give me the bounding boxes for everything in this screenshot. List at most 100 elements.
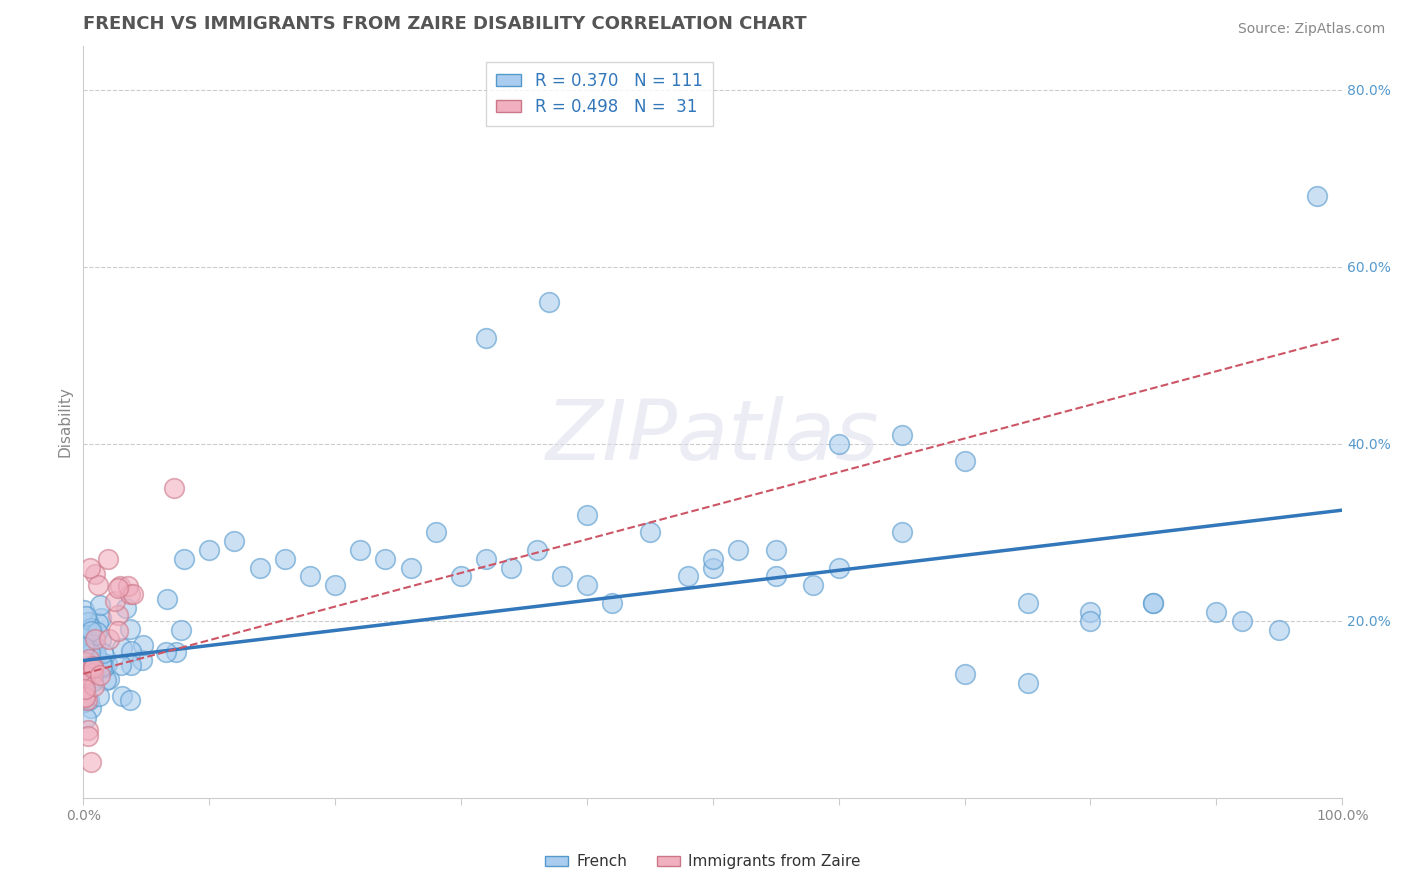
Point (111, 640, 134, 655)
Point (114, 601, 136, 615)
Point (827, 560, 849, 574)
Point (117, 579, 139, 593)
Point (111, 689, 134, 703)
Point (73, 673, 96, 688)
Point (84, 632, 107, 647)
Point (76, 693, 98, 707)
Point (1017, 596, 1039, 610)
Point (163, 481, 186, 495)
Point (86, 624, 108, 639)
Point (84, 566, 107, 581)
Point (72, 678, 94, 692)
Point (75, 669, 97, 683)
Point (676, 569, 699, 583)
Point (475, 331, 498, 345)
Y-axis label: Disability: Disability (58, 386, 72, 457)
Point (73, 668, 96, 682)
Text: Source: ZipAtlas.com: Source: ZipAtlas.com (1237, 22, 1385, 37)
Point (80, 701, 103, 715)
Point (73, 690, 96, 704)
Point (87, 689, 110, 703)
Point (82, 661, 104, 675)
Point (323, 578, 346, 592)
Point (425, 525, 447, 540)
Point (94, 673, 117, 687)
Point (87, 578, 110, 592)
Point (538, 295, 561, 310)
Point (110, 658, 132, 673)
Point (80, 660, 103, 674)
Point (77, 650, 100, 665)
Point (83, 679, 105, 693)
Point (827, 437, 849, 451)
Point (224, 534, 246, 549)
Point (82, 659, 104, 673)
Point (90, 658, 112, 673)
Point (298, 569, 321, 583)
Point (80, 621, 103, 635)
Point (120, 657, 142, 672)
Point (75, 693, 97, 707)
Point (72, 631, 94, 645)
Point (90, 655, 112, 669)
Point (107, 607, 129, 622)
Point (76, 639, 98, 653)
Point (526, 543, 548, 558)
Point (80, 756, 103, 770)
Point (155, 645, 177, 659)
Point (75, 650, 97, 665)
Point (77, 729, 100, 743)
Point (120, 622, 142, 636)
Point (93, 660, 115, 674)
Point (1142, 596, 1164, 610)
Point (73, 690, 96, 704)
Point (75, 609, 97, 624)
Point (156, 591, 179, 606)
Point (77, 723, 100, 738)
Point (76, 669, 98, 683)
Point (73, 636, 96, 650)
Point (98, 673, 121, 687)
Point (450, 569, 472, 583)
Point (165, 645, 187, 659)
Point (890, 428, 912, 442)
Point (953, 454, 976, 468)
Point (803, 578, 825, 592)
Point (89, 599, 111, 613)
Point (107, 624, 129, 638)
Point (75, 711, 97, 725)
Point (1268, 623, 1291, 637)
Point (84, 638, 107, 652)
Point (73, 677, 96, 691)
Point (198, 543, 221, 558)
Point (72, 695, 94, 709)
Point (551, 569, 574, 583)
Point (274, 551, 297, 566)
Point (702, 560, 724, 574)
Point (1142, 596, 1164, 610)
Point (702, 551, 724, 566)
Point (501, 560, 523, 574)
Point (72, 685, 94, 699)
Point (475, 551, 498, 566)
Point (91, 646, 114, 660)
Point (73, 640, 96, 655)
Point (1080, 605, 1102, 619)
Point (575, 578, 598, 592)
Point (118, 693, 141, 707)
Point (77, 652, 100, 666)
Point (107, 581, 129, 595)
Point (765, 543, 787, 558)
Point (84, 648, 107, 663)
Point (77, 692, 100, 706)
Point (96, 657, 118, 672)
Text: ZIPatlas: ZIPatlas (546, 396, 880, 477)
Point (98, 632, 121, 646)
Point (249, 560, 271, 574)
Point (118, 587, 141, 601)
Point (73, 655, 96, 669)
Point (120, 644, 142, 658)
Point (82, 674, 104, 689)
Point (82, 662, 104, 676)
Point (349, 543, 371, 558)
